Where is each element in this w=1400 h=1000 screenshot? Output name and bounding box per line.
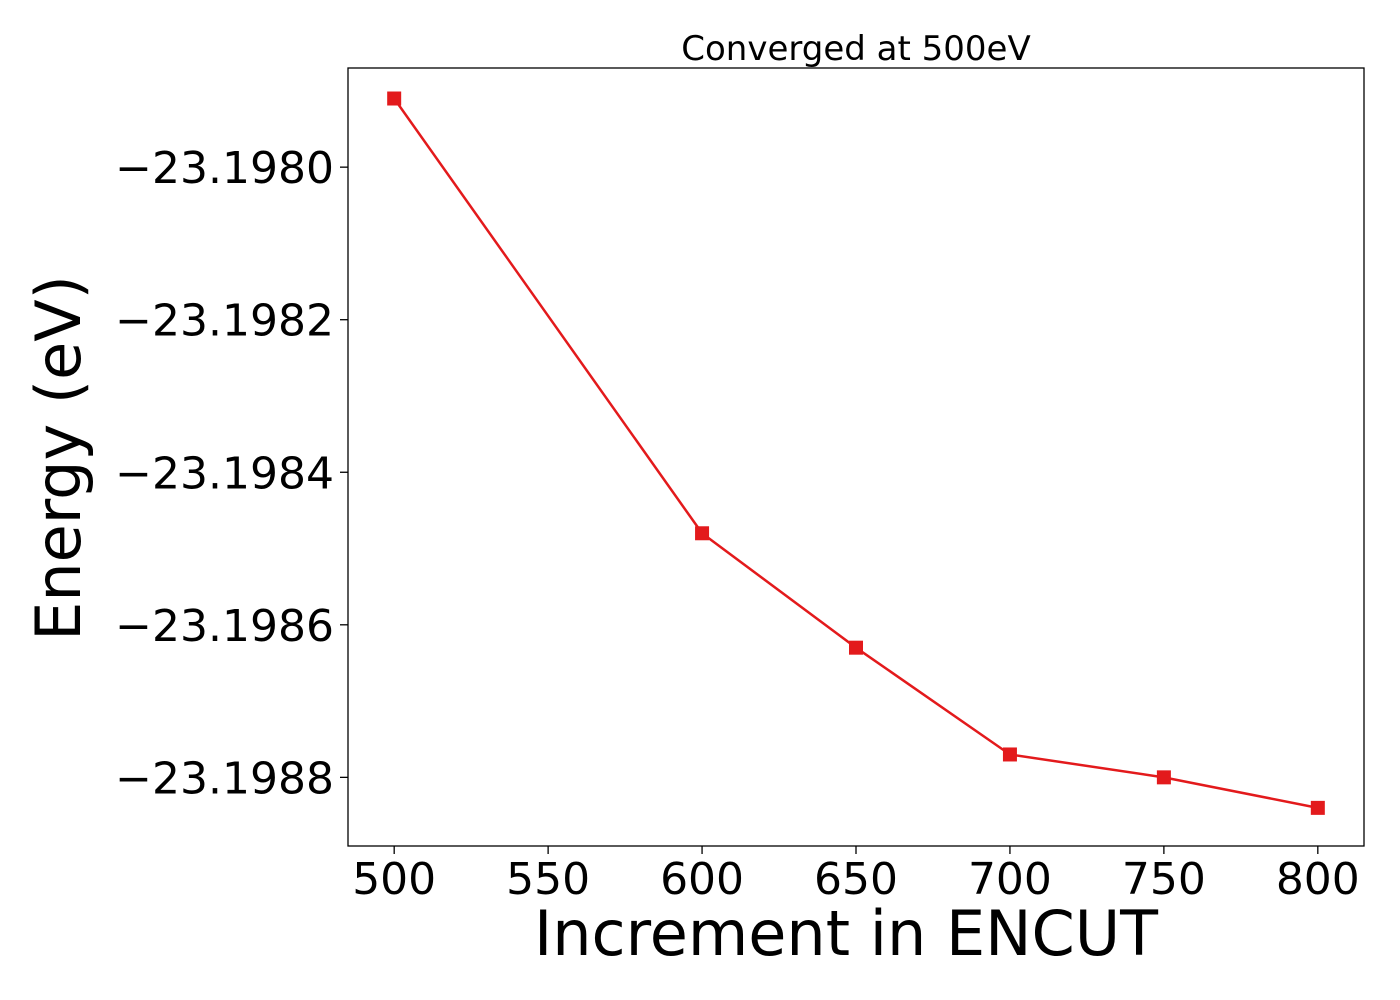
data-point [695,526,710,541]
data-point [1156,770,1171,785]
plot-area: 500 550 600 650 700 750 800 −23.1980 −23.1982 −23… [115,67,1365,905]
series-line [393,97,1319,810]
plot-frame [347,67,1365,847]
y-tick-label: −23.1980 [115,143,334,194]
data-point [1002,747,1017,762]
x-tick-label: 650 [814,854,898,905]
chart-title: Converged at 500eV [681,29,1030,69]
x-tick-label: 500 [352,854,436,905]
x-tick-label: 800 [1276,854,1360,905]
y-tick-label: −23.1984 [115,448,334,499]
x-axis-label: Increment in ENCUT [534,897,1159,970]
data-point [387,91,402,106]
x-tick-label: 700 [968,854,1052,905]
data-point [1310,800,1325,815]
x-tick-label: 550 [506,854,590,905]
y-tick-label: −23.1982 [115,296,334,347]
x-tick-label: 750 [1122,854,1206,905]
data-point [849,640,863,655]
y-tick-label: −23.1986 [115,601,334,652]
y-tick-label: −23.1988 [115,753,334,804]
x-tick-label: 600 [660,854,744,905]
y-axis-label: Energy (eV) [22,275,95,641]
